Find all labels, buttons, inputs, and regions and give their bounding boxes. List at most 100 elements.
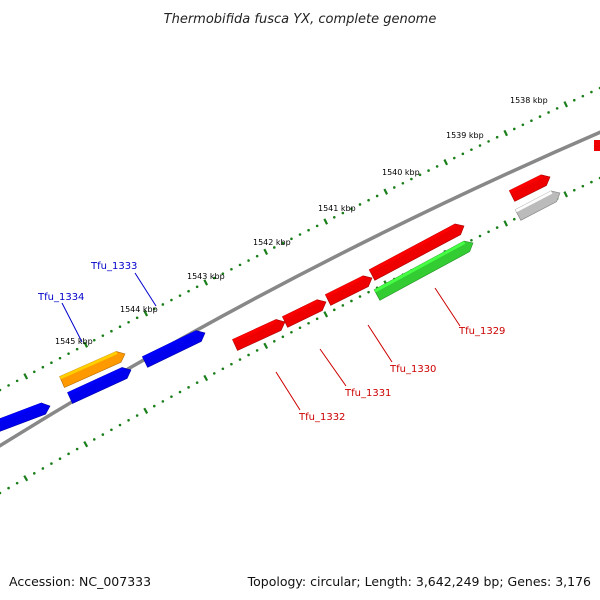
ruler-dot (118, 423, 122, 427)
ruler-dot (127, 320, 130, 324)
ruler-dot (152, 404, 156, 408)
gene-label-tfu-1334[interactable]: Tfu_1334 (37, 292, 84, 303)
ruler-dot (15, 481, 19, 485)
gene-label-tfu-1330[interactable]: Tfu_1330 (389, 364, 436, 375)
leader-tfu-1329 (434, 287, 461, 327)
ruler-dot (238, 358, 242, 361)
label-leader-lines (61, 272, 461, 411)
ruler-tick-mark (443, 159, 449, 166)
gene-features (0, 140, 600, 432)
gene-arrow-red-right-highlight (509, 174, 543, 194)
kbp-label-1540: 1540 kbp (382, 168, 420, 177)
gene-arrow-tfu-1330 (324, 275, 373, 306)
ruler-dot (401, 181, 405, 185)
ruler-dot (195, 381, 199, 384)
gene-arrow-red-right (508, 174, 551, 202)
ruler-dot (32, 370, 36, 374)
gene-label-tfu-1333[interactable]: Tfu_1333 (90, 261, 137, 272)
ruler-dot (170, 298, 173, 302)
ruler-dot (478, 144, 482, 147)
ruler-dot (307, 321, 310, 325)
ruler-dot (135, 316, 139, 320)
ruler-dot (547, 111, 550, 114)
gene-arrow-tfu-1331-highlight (282, 299, 319, 320)
kbp-label-1542: 1542 kbp (253, 238, 291, 247)
ruler-dot (332, 308, 336, 312)
gene-arrow-tfu-1332-highlight (232, 319, 278, 343)
ruler-tick-mark (503, 129, 509, 137)
gene-arrow-orange-highlight (59, 351, 118, 380)
ruler-dot (41, 365, 45, 369)
gene-arrow-tfu-1333-highlight (142, 330, 198, 360)
ruler-dot (375, 194, 379, 198)
ruler-tick-mark (23, 475, 29, 482)
kbp-label-1538: 1538 kbp (510, 96, 548, 105)
kbp-label-1544: 1544 kbp (120, 305, 158, 314)
ruler-dot (187, 289, 190, 293)
ruler-dot (67, 352, 70, 355)
ruler-dot (101, 433, 105, 436)
ruler-dot (572, 188, 576, 192)
ruler-dot (358, 295, 362, 298)
ruler-dot (290, 237, 293, 241)
gene-arrow-grey (514, 190, 561, 221)
ruler-dot (281, 335, 285, 339)
gene-arrow-tfu-1329-highlight (369, 224, 457, 273)
ruler-tick-mark (203, 374, 209, 382)
ruler-dot (110, 329, 113, 333)
ruler-dot (58, 457, 62, 461)
ruler-tick-mark (323, 218, 329, 225)
ruler-tick-mark (23, 373, 29, 380)
ruler-dot (298, 326, 302, 330)
ruler-dot (392, 186, 396, 189)
tick-marks (23, 101, 569, 482)
ruler-dot (530, 119, 533, 122)
kbp-label-1543: 1543 kbp (187, 272, 225, 281)
gene-label-tfu-1332[interactable]: Tfu_1332 (298, 412, 345, 423)
gene-label-tfu-1331[interactable]: Tfu_1331 (344, 388, 391, 399)
ruler-dot (238, 263, 242, 267)
ruler-dot (272, 246, 276, 249)
ruler-dot (538, 115, 542, 118)
ruler-dot (495, 135, 499, 139)
ruler-dot (221, 367, 225, 371)
ruler-dot (7, 486, 10, 490)
ruler-dot (350, 207, 353, 211)
kbp-label-1541: 1541 kbp (318, 204, 356, 213)
ruler-dot (92, 438, 96, 441)
ruler-dot (50, 361, 53, 365)
gene-arrow-blue-1 (0, 402, 51, 432)
ruler-dot (315, 224, 319, 228)
ruler-tick-mark (143, 407, 149, 414)
ruler-dot (572, 98, 576, 102)
gene-arrow-tfu-1330-highlight (325, 275, 365, 298)
leader-tfu-1330 (367, 324, 393, 363)
ruler-dot (247, 353, 250, 357)
gene-arrow-tfu-1334-highlight (67, 367, 124, 396)
kbp-label-1545: 1545 kbp (55, 337, 93, 346)
ruler-dot (555, 107, 559, 110)
gene-arrow-green (373, 240, 474, 301)
ruler-dot (92, 338, 96, 342)
ruler-dot (135, 414, 139, 417)
ruler-dot (418, 173, 422, 177)
ruler-dot (341, 211, 345, 215)
leader-tfu-1331 (319, 348, 347, 387)
ruler-dot (161, 303, 165, 306)
ruler-dot (470, 238, 473, 242)
ruler-tick-mark (383, 188, 389, 195)
ruler-dot (170, 395, 173, 398)
ruler-dot (470, 148, 473, 151)
ruler-tick-mark (83, 341, 89, 348)
ruler-tick-mark (563, 191, 569, 198)
ruler-dot (452, 156, 456, 160)
gene-arrow-red-edge (594, 140, 600, 151)
ruler-dot (281, 241, 285, 245)
ruler-dot (487, 230, 490, 234)
ruler-dot (590, 180, 593, 184)
gene-label-tfu-1329[interactable]: Tfu_1329 (458, 326, 505, 337)
ruler-dot (230, 267, 233, 271)
ruler-dot (495, 226, 499, 229)
ruler-dot (435, 165, 439, 168)
leader-tfu-1333 (134, 272, 157, 307)
